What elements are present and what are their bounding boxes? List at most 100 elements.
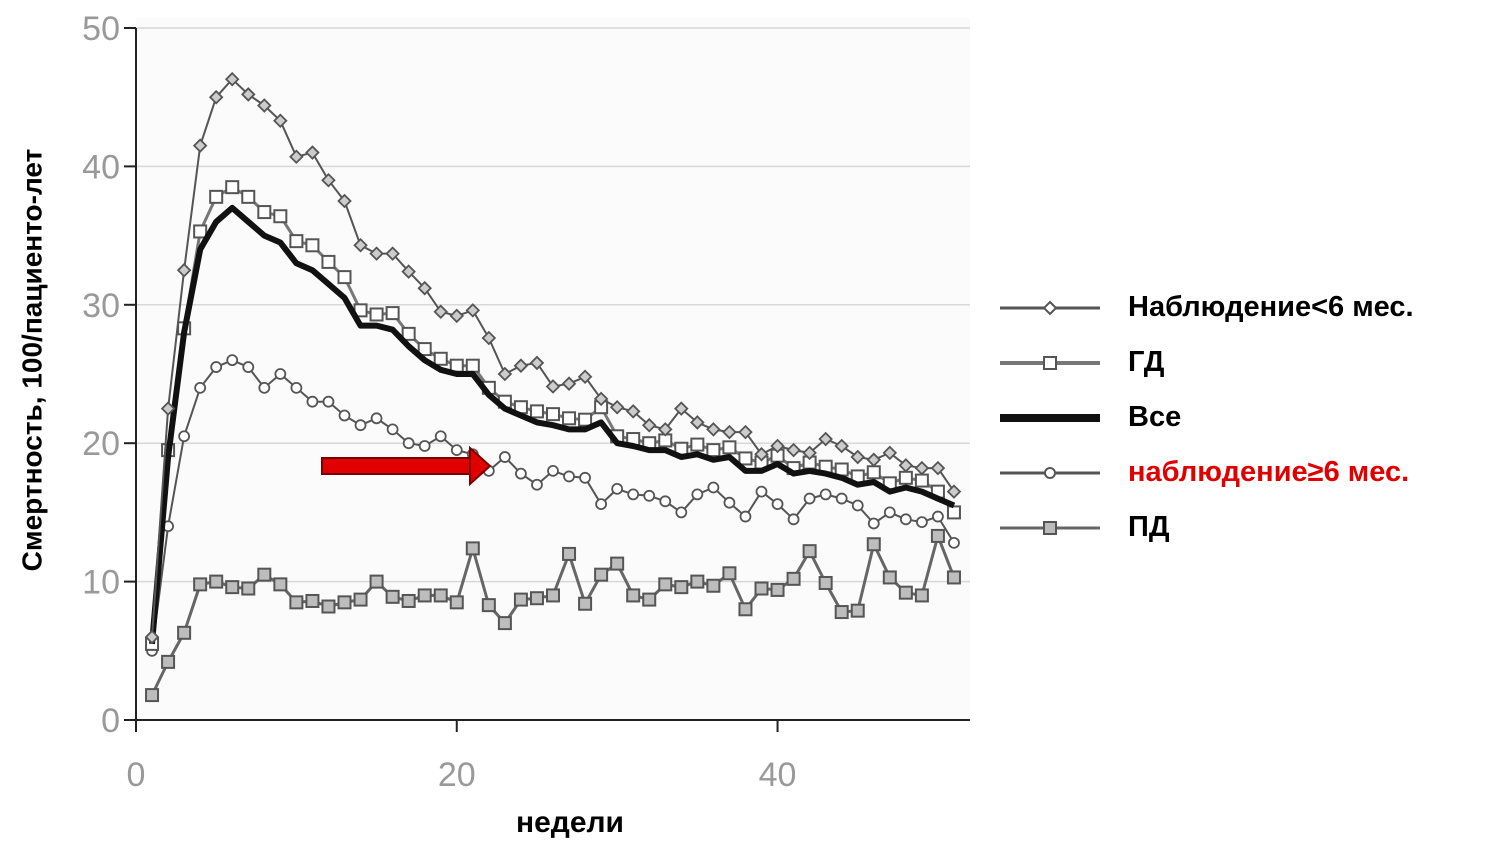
legend-item-hd: ГД (1000, 335, 1510, 390)
data-point (610, 556, 625, 571)
data-point (562, 546, 577, 561)
data-point (561, 376, 577, 391)
data-point (834, 605, 849, 620)
legend-label-hd: ГД (1128, 346, 1165, 378)
data-point (290, 381, 303, 394)
y-tick-label: 50 (82, 10, 120, 48)
data-point (401, 326, 416, 341)
data-point (609, 399, 625, 415)
legend-swatch-hd (1000, 355, 1100, 370)
data-point (273, 113, 288, 129)
data-point (465, 358, 480, 373)
data-point (417, 342, 432, 357)
data-point (546, 407, 560, 422)
data-point (258, 381, 271, 394)
data-point (882, 570, 897, 585)
legend: Наблюдение<6 мес. ГД Все наблюдение≥6 ме… (1000, 280, 1510, 555)
data-point (547, 464, 559, 477)
data-series (144, 71, 962, 703)
legend-label-observation-ge6: наблюдение≥6 мес. (1128, 456, 1410, 488)
data-point (225, 580, 240, 595)
data-point (611, 482, 624, 495)
data-point (177, 625, 192, 640)
data-point (385, 589, 400, 604)
x-tick-label: 40 (759, 756, 797, 794)
data-point (914, 460, 930, 476)
data-point (449, 595, 464, 610)
data-point (690, 437, 705, 452)
data-point (289, 234, 304, 249)
data-point (193, 224, 208, 239)
data-point (675, 506, 688, 519)
data-point (786, 571, 801, 586)
y-tick-label: 0 (101, 702, 120, 740)
data-point (738, 451, 753, 466)
data-point (882, 445, 898, 461)
data-point (755, 485, 768, 498)
series-4 (145, 528, 961, 703)
data-point (337, 270, 352, 285)
data-point (818, 575, 833, 590)
data-point (305, 145, 320, 160)
data-point (626, 588, 641, 603)
data-point (850, 603, 865, 618)
y-axis-label-text: Смертность, 100/пациенто-лет (16, 148, 47, 572)
data-point (417, 280, 432, 296)
data-point (273, 577, 288, 592)
data-point (178, 430, 191, 443)
data-point (418, 440, 431, 452)
data-point (770, 582, 785, 597)
series-2 (149, 204, 956, 645)
data-point (209, 574, 224, 589)
data-point (754, 446, 769, 462)
data-point (898, 470, 913, 485)
x-axis-label: недели (515, 806, 625, 839)
data-point (802, 544, 817, 559)
data-point (866, 537, 881, 552)
data-point (627, 488, 640, 501)
data-point (450, 444, 463, 457)
data-point (241, 189, 256, 204)
data-point (224, 71, 240, 87)
data-point (657, 422, 673, 437)
data-point (578, 596, 593, 611)
data-point (449, 308, 465, 324)
data-point (850, 449, 866, 465)
data-point (866, 452, 882, 468)
data-point (242, 361, 255, 373)
data-point (401, 264, 416, 279)
data-point (563, 470, 575, 483)
data-point (771, 498, 784, 510)
data-point (369, 246, 384, 261)
data-point (497, 366, 513, 382)
data-point (625, 404, 641, 419)
data-point (529, 404, 544, 419)
data-point (257, 567, 272, 582)
data-point (802, 445, 817, 461)
legend-label-pd: ПД (1128, 511, 1170, 543)
legend-item-observation-lt6: Наблюдение<6 мес. (1000, 280, 1510, 335)
data-point (240, 87, 256, 102)
data-point (433, 588, 448, 603)
data-point (338, 409, 351, 422)
legend-item-observation-ge6: наблюдение≥6 мес. (1000, 445, 1510, 500)
data-point (674, 401, 689, 416)
data-point (417, 588, 432, 603)
data-point (946, 484, 962, 499)
red-arrow-annotation (321, 445, 492, 487)
axes: 0 10 20 30 40 50 0 20 40 (82, 10, 970, 794)
data-point (787, 513, 800, 526)
data-point (723, 496, 736, 509)
data-point (337, 595, 352, 610)
data-point (899, 513, 912, 526)
data-point (914, 588, 929, 603)
data-point (593, 391, 609, 407)
data-point (401, 593, 416, 608)
data-point (738, 424, 753, 440)
data-point (370, 412, 383, 425)
data-point (578, 412, 593, 427)
data-point (706, 422, 721, 437)
data-point (643, 489, 656, 502)
data-point (674, 580, 689, 595)
